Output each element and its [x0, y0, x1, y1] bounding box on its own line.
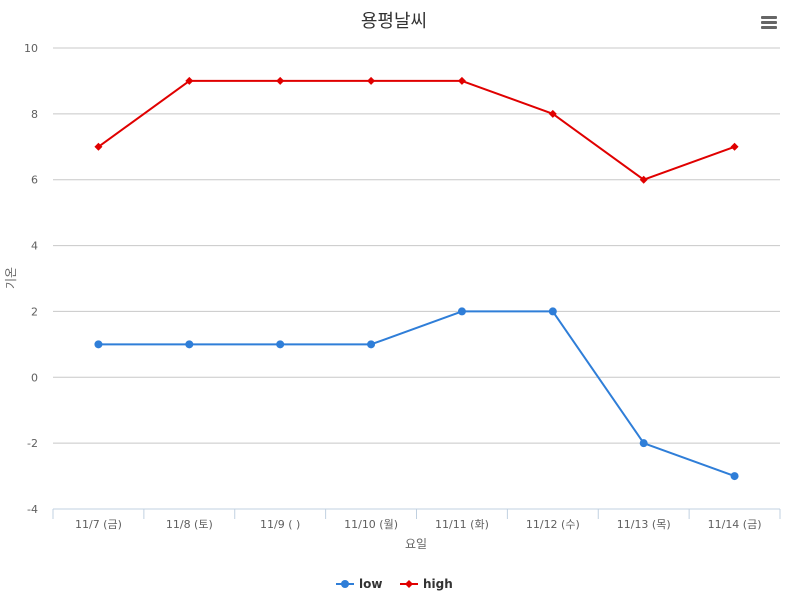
- data-point-high[interactable]: [548, 109, 557, 118]
- y-tick-label: -4: [27, 503, 38, 516]
- series-layer: [94, 76, 739, 481]
- x-tick-label: 11/9 ( ): [260, 518, 300, 531]
- data-point-low[interactable]: [367, 340, 376, 349]
- data-point-low[interactable]: [185, 340, 194, 349]
- data-point-low[interactable]: [276, 340, 285, 349]
- legend-marker: [405, 580, 413, 588]
- legend: low high: [336, 577, 453, 591]
- x-axis: 11/7 (금) 11/8 (토) 11/9 ( ) 11/10 (월) 11/11 (…: [52, 508, 781, 531]
- hamburger-menu-icon[interactable]: [756, 12, 782, 34]
- data-point-low[interactable]: [94, 340, 103, 349]
- x-tick-label: 11/10 (월): [344, 518, 398, 531]
- y-axis-ticks: 10 8 6 4 2 0 -2 -4: [24, 42, 38, 516]
- legend-label: low: [359, 577, 382, 591]
- legend-label: high: [423, 577, 453, 591]
- chart-title: 용평날씨: [361, 11, 427, 32]
- data-point-low[interactable]: [457, 307, 466, 316]
- y-tick-label: 10: [24, 42, 38, 55]
- data-point-high[interactable]: [457, 76, 466, 85]
- y-tick-label: 4: [31, 240, 38, 253]
- series-high: [94, 76, 739, 184]
- series-line-low: [98, 310, 735, 478]
- data-point-high[interactable]: [639, 175, 648, 184]
- y-tick-label: 0: [31, 371, 38, 384]
- data-point-high[interactable]: [367, 76, 376, 85]
- x-tick-label: 11/7 (금): [75, 518, 122, 531]
- y-tick-label: 2: [31, 305, 38, 318]
- x-tick-label: 11/12 (수): [526, 518, 580, 531]
- legend-item-low[interactable]: low: [336, 577, 382, 591]
- series-line-high: [97, 79, 735, 181]
- data-point-low[interactable]: [730, 472, 739, 481]
- data-point-high[interactable]: [276, 76, 285, 85]
- legend-item-high[interactable]: high: [400, 577, 453, 591]
- y-tick-label: 6: [31, 174, 38, 187]
- x-tick-label: 11/13 (목): [617, 518, 671, 531]
- data-point-high[interactable]: [185, 76, 194, 85]
- x-tick-label: 11/8 (토): [166, 518, 213, 531]
- series-low: [94, 307, 739, 481]
- x-tick-label: 11/11 (화): [435, 518, 489, 531]
- legend-marker: [341, 580, 349, 588]
- data-point-low[interactable]: [639, 439, 648, 448]
- gridlines: [53, 47, 780, 510]
- data-point-high[interactable]: [730, 142, 739, 151]
- y-tick-label: 8: [31, 108, 38, 121]
- y-tick-label: -2: [27, 437, 38, 450]
- y-axis-label: 기온: [4, 267, 18, 289]
- data-point-high[interactable]: [94, 142, 103, 151]
- x-tick-label: 11/14 (금): [708, 518, 762, 531]
- x-axis-label: 요일: [405, 537, 427, 551]
- data-point-low[interactable]: [548, 307, 557, 316]
